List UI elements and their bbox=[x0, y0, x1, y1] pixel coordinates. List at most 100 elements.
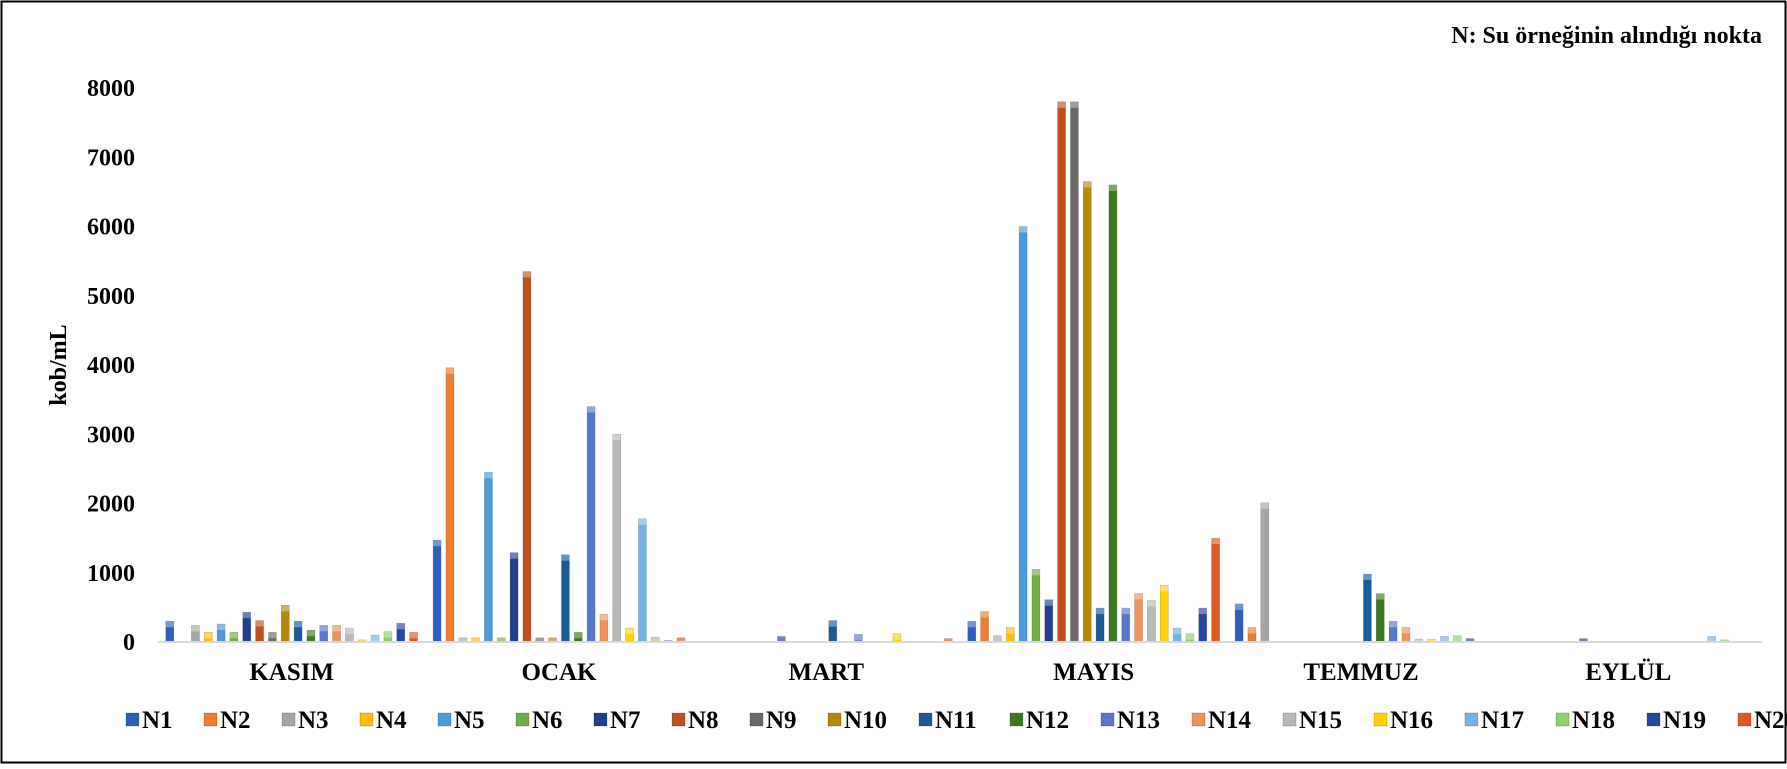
bar-n10-3 bbox=[1082, 181, 1092, 643]
bar-cap-n11-1 bbox=[561, 554, 570, 561]
bar-cap-n12-1 bbox=[574, 632, 583, 639]
bar-cap-n2-3 bbox=[980, 611, 989, 618]
chart-annotation: N: Su örneğinin alındığı nokta bbox=[1451, 23, 1762, 49]
legend-swatch bbox=[749, 712, 764, 727]
bar-cap-n15-1 bbox=[612, 434, 621, 441]
bar-cap-n14-3 bbox=[1134, 593, 1143, 600]
legend-label: N2 bbox=[220, 707, 251, 734]
bar-n12-4 bbox=[1375, 593, 1385, 643]
bar-cap-n15-3 bbox=[1147, 600, 1156, 607]
legend-swatch bbox=[359, 712, 374, 727]
legend-item: N12 bbox=[1009, 707, 1069, 734]
bar-cap-n19-0 bbox=[396, 623, 405, 630]
bar-cap-n6-0 bbox=[229, 632, 238, 639]
legend-label: N10 bbox=[844, 707, 887, 734]
bar-n15-3 bbox=[1147, 600, 1156, 643]
chart-legend: N1 N2 N3 N4 N5 N6 N7 N8 N9 N10 N11 N12 N13 N14 N15 N16 N… bbox=[125, 707, 1787, 734]
bar-cap-n7-5 bbox=[1579, 638, 1588, 642]
legend-label: N20 bbox=[1754, 707, 1787, 734]
bar-cap-n1-0 bbox=[165, 621, 174, 628]
bar-n8-3 bbox=[1057, 101, 1066, 643]
bar-cap-n10-0 bbox=[281, 605, 290, 612]
bar-n14-3 bbox=[1134, 593, 1143, 643]
bar-cap-n7-2 bbox=[777, 636, 786, 642]
legend-label: N8 bbox=[688, 707, 719, 734]
bar-cap-n17-1 bbox=[638, 518, 647, 525]
y-tick-label: 2000 bbox=[87, 492, 135, 518]
bar-n16-3 bbox=[1159, 584, 1169, 643]
bar-cap-n8-0 bbox=[255, 620, 264, 627]
legend-swatch bbox=[1646, 712, 1661, 727]
legend-swatch bbox=[203, 712, 218, 727]
legend-item: N14 bbox=[1191, 707, 1252, 734]
bar-cap-n15-4 bbox=[1414, 639, 1423, 642]
bar-cap-n5-3 bbox=[1019, 226, 1028, 233]
legend-label: N18 bbox=[1572, 707, 1615, 734]
bar-cap-n16-3 bbox=[1160, 585, 1169, 592]
bar-n5-3 bbox=[1018, 226, 1028, 643]
bar-cap-n10-3 bbox=[1083, 181, 1092, 188]
legend-swatch bbox=[515, 712, 530, 727]
bar-cap-n16-4 bbox=[1427, 639, 1436, 642]
bar-cap-n14-1 bbox=[599, 614, 608, 621]
legend-item: N6 bbox=[515, 707, 563, 734]
legend-item: N15 bbox=[1282, 707, 1342, 734]
bar-cap-n14-0 bbox=[332, 625, 341, 632]
bar-cap-n8-1 bbox=[522, 271, 531, 278]
bar-cap-n18-3 bbox=[1185, 633, 1194, 640]
legend-swatch bbox=[671, 712, 686, 727]
legend-label: N13 bbox=[1117, 707, 1160, 734]
legend-swatch bbox=[281, 712, 296, 727]
bar-cap-n11-3 bbox=[1096, 608, 1105, 615]
bar-cap-n3-3 bbox=[993, 635, 1002, 642]
legend-item: N9 bbox=[749, 707, 797, 734]
bar-cap-n3-1 bbox=[458, 637, 467, 642]
bar-cap-n9-1 bbox=[535, 637, 544, 642]
legend-item: N13 bbox=[1100, 707, 1160, 734]
bar-cap-n10-1 bbox=[548, 637, 557, 642]
bar-cap-n1-3 bbox=[967, 621, 976, 628]
bar-cap-n5-0 bbox=[217, 624, 226, 630]
legend-label: N19 bbox=[1663, 707, 1706, 734]
bar-cap-n14-4 bbox=[1401, 627, 1410, 634]
bar-cap-n16-1 bbox=[625, 628, 634, 635]
bar-cap-n3-0 bbox=[191, 625, 200, 632]
y-tick-label: 0 bbox=[123, 630, 135, 656]
bar-cap-n13-1 bbox=[587, 406, 596, 413]
bar-cap-n20-1 bbox=[676, 637, 685, 642]
y-tick-label: 4000 bbox=[87, 353, 135, 379]
x-category-label: EYLÜL bbox=[1585, 659, 1671, 686]
legend-swatch bbox=[1009, 712, 1024, 727]
x-category-label: MART bbox=[789, 659, 865, 686]
legend-label: N9 bbox=[766, 707, 797, 734]
legend-item: N2 bbox=[203, 707, 251, 734]
bar-cap-n7-3 bbox=[1044, 599, 1053, 606]
y-tick-label: 6000 bbox=[87, 215, 135, 241]
bar-cap-n2-4 bbox=[1247, 627, 1256, 634]
bar-cap-n11-4 bbox=[1363, 574, 1372, 581]
bar-cap-n4-1 bbox=[471, 637, 480, 642]
legend-label: N12 bbox=[1026, 707, 1069, 734]
bar-n12-3 bbox=[1108, 184, 1118, 643]
bar-cap-n20-0 bbox=[409, 632, 418, 639]
bar-cap-n12-4 bbox=[1376, 593, 1385, 600]
legend-label: N3 bbox=[298, 707, 329, 734]
bar-cap-n15-0 bbox=[345, 628, 354, 635]
x-category-label: TEMMUZ bbox=[1303, 659, 1418, 686]
legend-swatch bbox=[1555, 712, 1570, 727]
legend-item: N17 bbox=[1464, 707, 1524, 734]
legend-swatch bbox=[827, 712, 842, 727]
legend-label: N16 bbox=[1390, 707, 1433, 734]
legend-label: N11 bbox=[935, 707, 977, 734]
legend-label: N1 bbox=[142, 707, 173, 734]
y-tick-label: 1000 bbox=[87, 561, 135, 587]
y-tick-label: 3000 bbox=[87, 422, 135, 448]
legend-swatch bbox=[1737, 712, 1752, 727]
x-axis-category-labels: KASIM OCAK MART MAYIS TEMMUZ EYLÜL bbox=[249, 659, 1671, 686]
legend-swatch bbox=[918, 712, 933, 727]
bar-cap-n17-5 bbox=[1707, 636, 1716, 642]
bar-cap-n18-5 bbox=[1720, 639, 1729, 642]
legend-swatch bbox=[593, 712, 608, 727]
bar-cap-n5-1 bbox=[484, 472, 493, 479]
legend-item: N5 bbox=[437, 707, 485, 734]
